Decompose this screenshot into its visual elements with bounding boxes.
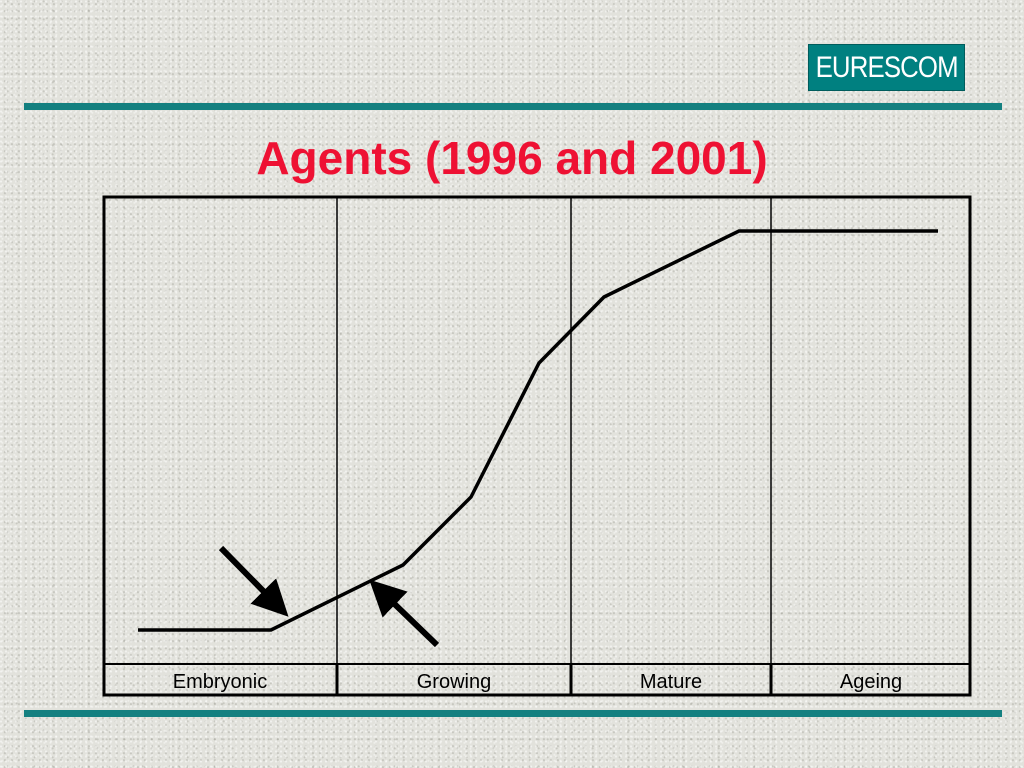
- marker-arrow-2001: [369, 579, 440, 648]
- marker-arrow-1996: [218, 545, 289, 617]
- bottom-rule: [24, 710, 1002, 717]
- stage-label-ageing: Ageing: [840, 671, 902, 693]
- top-rule: [24, 103, 1002, 110]
- stage-label-growing: Growing: [417, 671, 491, 693]
- eurescom-logo: EURESCOM: [808, 44, 965, 91]
- lifecycle-curve: [138, 229, 938, 632]
- diagram-frame: [102, 195, 972, 697]
- stage-label-embryonic: Embryonic: [173, 671, 267, 693]
- slide-title: Agents (1996 and 2001): [256, 132, 768, 184]
- logo-text: EURESCOM: [815, 50, 958, 84]
- stage-label-mature: Mature: [640, 671, 702, 693]
